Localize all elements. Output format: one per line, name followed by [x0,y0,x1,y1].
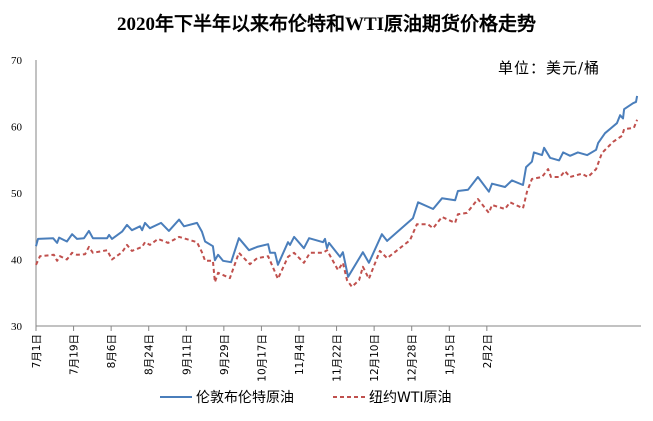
x-tick-label: 12月10日 [369,334,381,382]
x-tick-label: 11月4日 [294,334,306,375]
x-tick-label: 9月29日 [219,334,231,375]
series-line-brent [35,95,639,278]
legend-label: 纽约WTI原油 [369,390,452,406]
y-tick-label: 30 [11,321,23,333]
series-line-wti [35,119,639,288]
y-tick-label: 50 [11,188,23,200]
chart-title: 2020年下半年以来布伦特和WTI原油期货价格走势 [116,14,537,35]
unit-label: 单位：美元/桶 [498,59,601,77]
x-tick-label: 8月24日 [144,334,156,375]
x-tick-label: 7月1日 [31,334,43,368]
x-tick-label: 10月17日 [256,334,268,382]
y-tick-label: 70 [11,55,23,67]
x-tick-label: 7月19日 [69,334,81,375]
legend-label: 伦敦布伦特原油 [196,390,294,406]
x-tick-label: 1月15日 [444,334,456,375]
x-tick-label: 12月28日 [407,334,419,382]
x-tick-label: 11月22日 [332,334,344,382]
x-tick-label: 9月11日 [181,334,193,375]
y-tick-label: 40 [11,255,23,267]
x-tick-label: 8月6日 [106,334,118,368]
y-tick-label: 60 [11,122,23,134]
x-tick-label: 2月2日 [482,334,494,368]
